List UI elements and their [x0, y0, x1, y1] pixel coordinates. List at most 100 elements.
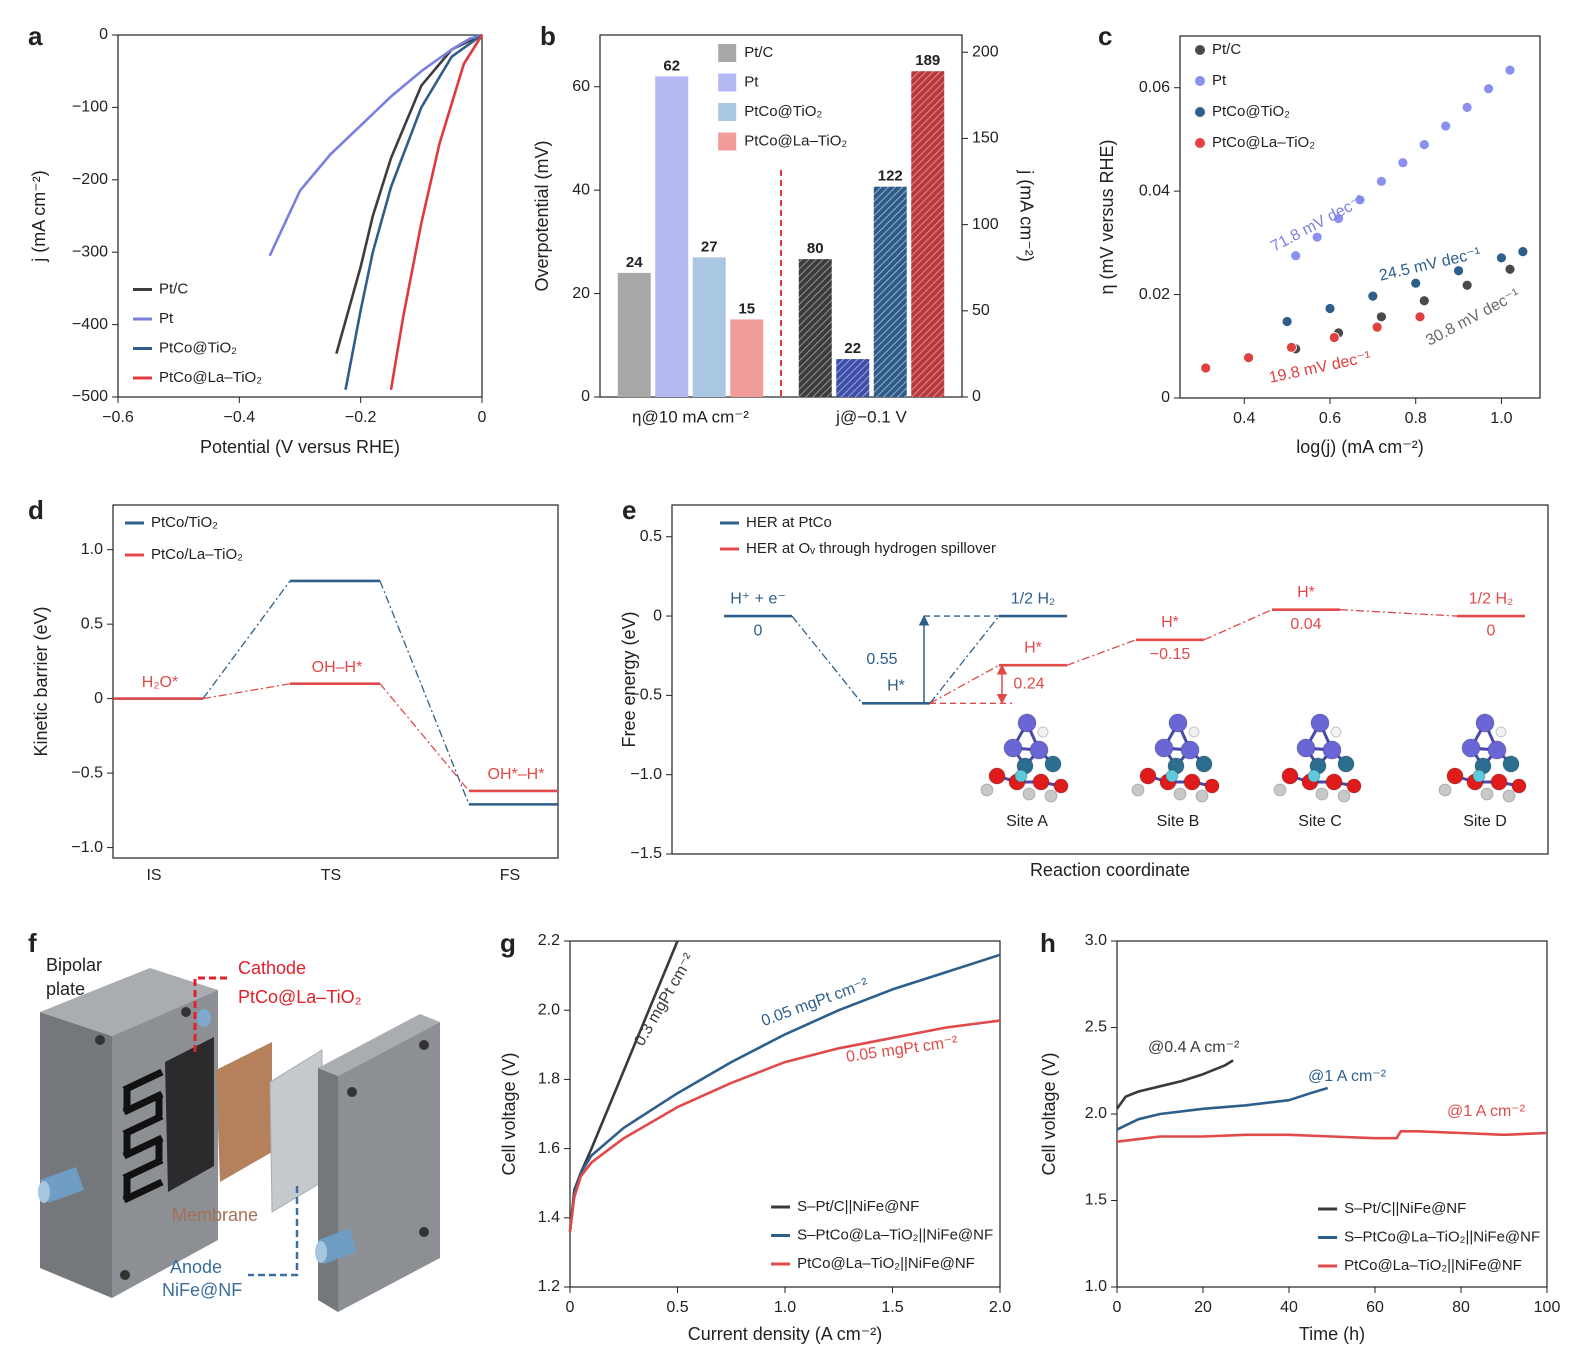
data-point	[1376, 175, 1387, 187]
y-tick-label: 20	[572, 285, 590, 302]
y2-tick-label: 100	[972, 216, 999, 233]
y2-tick-label: 200	[972, 43, 999, 60]
atom	[1307, 769, 1321, 783]
x-tick-label: FS	[500, 867, 520, 884]
x-tick-label: IS	[146, 867, 161, 884]
annotation: 0.3 mgPt cm⁻²	[632, 950, 699, 1049]
y2-tick-label: 50	[972, 302, 990, 319]
x-tick-label: 0	[1113, 1299, 1122, 1316]
atom	[1337, 789, 1351, 803]
value-label: 27	[701, 238, 718, 255]
data-point	[1200, 362, 1212, 374]
x-axis-label: Reaction coordinate	[1030, 860, 1190, 880]
atom	[1165, 769, 1179, 783]
data-point	[1286, 341, 1297, 353]
y-tick-label: 1.0	[1085, 1278, 1107, 1295]
data-point	[1281, 316, 1293, 327]
y-tick-label: 1.8	[538, 1071, 560, 1088]
y-tick-label: 60	[572, 78, 590, 95]
atom	[1296, 738, 1316, 758]
connector	[791, 615, 863, 704]
y-tick-label: −400	[72, 316, 108, 333]
data-point	[1243, 352, 1254, 364]
x-tick-label: 60	[1366, 1299, 1384, 1316]
y-tick-label: −1.0	[71, 839, 103, 856]
bonds	[996, 719, 1062, 788]
value-label: 62	[663, 57, 680, 74]
site-structure	[1273, 713, 1362, 803]
data-line	[1115, 1059, 1234, 1110]
legend-marker	[718, 44, 737, 62]
y-tick-label: 1.6	[538, 1140, 560, 1157]
membrane-sheet	[216, 1042, 272, 1182]
data-point	[1328, 332, 1340, 343]
data-line	[568, 953, 1001, 1232]
diagram-label: Membrane	[172, 1205, 258, 1225]
connector	[379, 683, 470, 792]
value-label: 0.04	[1290, 616, 1321, 633]
data-point	[1453, 265, 1464, 277]
atom	[1310, 713, 1330, 733]
value-label: 15	[738, 300, 755, 317]
state-label: H*	[1297, 584, 1315, 601]
y-tick-label: 0.5	[81, 615, 103, 632]
data-point	[1440, 120, 1452, 132]
state-label: H⁺ + e⁻	[730, 590, 786, 607]
bar	[730, 319, 764, 397]
legend-marker	[1195, 76, 1205, 86]
atom	[988, 767, 1006, 785]
atom	[1502, 755, 1520, 773]
x-tick-label: 0	[478, 409, 487, 426]
bar	[798, 259, 832, 397]
data-point	[1418, 295, 1430, 307]
atom	[1195, 789, 1209, 803]
data-point	[1324, 303, 1336, 314]
data-point	[1504, 263, 1516, 275]
state-label: H*	[1161, 614, 1179, 631]
x-tick-label: 1.0	[1490, 410, 1512, 427]
y-tick-label: −1.0	[630, 766, 662, 783]
legend-label: Pt/C	[744, 44, 773, 61]
atom	[1330, 726, 1342, 738]
pipe-end	[315, 1241, 327, 1263]
bar	[655, 76, 689, 397]
data-point	[1418, 139, 1430, 151]
legend-label: PtCo/La–TiO₂	[151, 546, 243, 563]
data-point	[1376, 311, 1387, 323]
plot-frame	[671, 504, 1549, 855]
data-line	[568, 1019, 1001, 1232]
site-label: Site C	[1298, 813, 1342, 830]
panel-letter: d	[28, 495, 44, 525]
y-axis-label: Free energy (eV)	[619, 611, 639, 747]
value-label: 122	[878, 168, 903, 185]
y-tick-label: 2.2	[538, 932, 560, 949]
y-tick-label: 0.06	[1139, 79, 1170, 96]
bonds	[1147, 719, 1213, 788]
annotation: 0.24	[1013, 675, 1044, 692]
atom	[1273, 783, 1287, 797]
annotation: 19.8 mV dec⁻¹	[1268, 349, 1373, 387]
x-axis-label: log(j) (mA cm⁻²)	[1296, 437, 1424, 457]
data-point	[1483, 83, 1494, 95]
diagram-label: PtCo@La–TiO₂	[238, 987, 362, 1007]
x-tick-label: 80	[1452, 1299, 1470, 1316]
legend-label: PtCo@La–TiO₂||NiFe@NF	[797, 1255, 975, 1272]
atom	[1029, 740, 1049, 760]
flow-channels	[122, 1068, 164, 1204]
y-tick-label: 0.5	[640, 528, 662, 545]
legend-marker	[718, 73, 737, 92]
legend-label: Pt	[159, 310, 174, 327]
x-tick-label: j@−0.1 V	[835, 407, 907, 426]
bonds	[1454, 719, 1520, 788]
panel-letter: g	[500, 928, 516, 958]
x-tick-label: 2.0	[989, 1299, 1011, 1316]
state-label: OH*–H*	[488, 766, 545, 783]
x-tick-label: 0.6	[1319, 410, 1341, 427]
atom	[1180, 740, 1200, 760]
connector	[1339, 609, 1458, 617]
value-label: −0.15	[1150, 646, 1191, 663]
legend-label: Pt/C	[159, 280, 188, 297]
legend-label: Pt/C	[1212, 41, 1241, 58]
legend-label: PtCo@La–TiO₂	[1212, 134, 1315, 151]
